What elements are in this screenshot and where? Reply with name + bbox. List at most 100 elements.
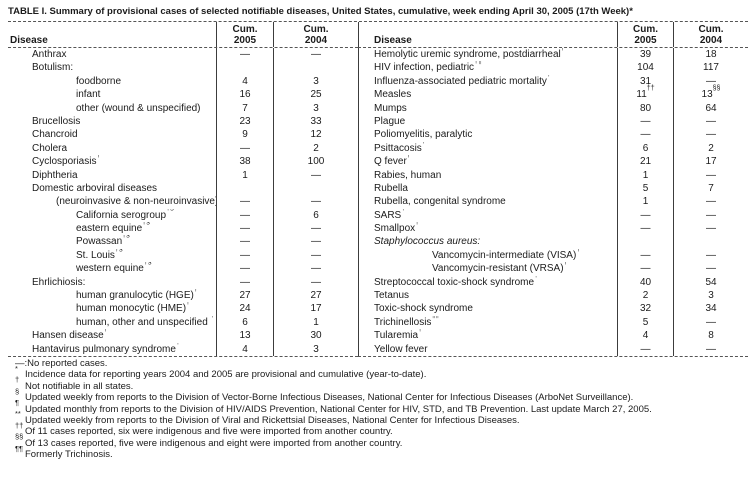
cum-2005-cell: 6 (617, 141, 673, 156)
cum-2004-cell: — (273, 195, 358, 209)
table-row: SARS†** — — (358, 208, 748, 223)
table-row: California serogroup†§ —6 (8, 208, 358, 223)
footnote-text: Of 11 cases reported, six were indigenou… (25, 426, 393, 438)
table-header-right: Disease Cum. 2005 Cum. 2004 (358, 22, 748, 48)
cum-2005-cell: 21 (617, 155, 673, 169)
table-row: Domestic arboviral diseases (8, 181, 358, 196)
cum-2005-cell: 38 (216, 155, 273, 169)
cum-2004-cell: — (273, 222, 358, 236)
cum-2004-cell: 17 (273, 302, 358, 316)
disease-cell: Measles (358, 88, 617, 102)
cum-2005-cell: 40 (617, 275, 673, 290)
cum-2005-cell: 24 (216, 302, 273, 316)
disease-cell: Cholera (32, 142, 68, 154)
cum-2005-cell: — (617, 262, 673, 276)
table-row: Streptococcal toxic-shock syndrome† 40 54 (358, 275, 748, 290)
table-row: Brucellosis 23 33 (8, 114, 358, 129)
cum-2005-cell: 23 (216, 114, 273, 129)
footnote: —: No reported cases. (8, 358, 752, 369)
table-row: Trichinellosis¶¶ 5— (358, 315, 748, 330)
cum-2005-cell: 31 (617, 74, 673, 89)
cum-2004-cell: — (273, 262, 358, 276)
disease-cell: Plague (358, 114, 617, 129)
table-row: Measles 11†† 13§§ (358, 85, 748, 102)
cum-2005-cell: 1 (216, 168, 273, 182)
disease-cell: Streptococcal toxic-shock syndrome† (358, 275, 617, 290)
table-row: Vancomycin-intermediate (VISA)† — — (358, 248, 748, 263)
disease-cell: Vancomycin-intermediate (VISA)† (358, 248, 617, 263)
cum-2004-cell: 17 (673, 155, 748, 169)
cum-2004-cell: 3 (273, 101, 358, 115)
table-row: Vancomycin-resistant (VRSA)† — — (358, 262, 748, 276)
table-row: Hemolytic uremic syndrome, postdiarrheal… (358, 48, 748, 62)
cum-2005-cell: 104 (617, 61, 673, 75)
disease-cell: Diphtheria (32, 169, 78, 181)
footnote: §§ Of 13 cases reported, five were indige… (8, 433, 752, 449)
cum-2005-cell: 4 (216, 74, 273, 89)
cum-2005-cell: — (617, 114, 673, 129)
cum-2005-cell: 11†† (617, 85, 673, 102)
footnote: †† Of 11 cases reported, six were indigen… (8, 422, 752, 438)
notifiable-diseases-table: Disease Cum. 2005 Cum. 2004 Anthrax — — Bot… (8, 21, 748, 357)
disease-cell: Brucellosis (32, 115, 81, 127)
disease-cell: Smallpox† (358, 222, 617, 236)
cum-2005-cell (617, 235, 673, 249)
table-row: Tetanus 2 3 (358, 289, 748, 303)
disease-header-label: Disease (374, 35, 412, 46)
cum-2005-cell: 16 (216, 88, 273, 102)
footnote-text: Incidence data for reporting years 2004 … (25, 369, 427, 381)
footnote-text: Not notifiable in all states. (25, 380, 134, 392)
cum-2004-cell: 6 (273, 208, 358, 223)
cum-2004-cell: 18 (673, 48, 748, 62)
cum-2004-cell: 25 (273, 88, 358, 102)
cum-2004-cell: 33 (273, 114, 358, 129)
cum-2005-cell: 27 (216, 289, 273, 303)
disease-cell: Ehrlichiosis: (32, 276, 86, 288)
cum-2005-cell: — (617, 222, 673, 236)
cum-2004-cell: 2 (273, 141, 358, 156)
cum-2005-cell: — (617, 128, 673, 142)
footnote: ¶ Updated monthly from reports to the Div… (8, 399, 752, 415)
cum-2005-cell: — (216, 222, 273, 236)
cum-2005-cell: 39 (617, 48, 673, 62)
table-right-half: Disease Cum. 2005 Cum. 2004 Hemolytic ur… (358, 22, 748, 357)
table-left-half: Disease Cum. 2005 Cum. 2004 Anthrax — — Bot… (8, 22, 358, 357)
table-row: Smallpox† — — (358, 222, 748, 236)
cum-2004-cell: 30 (273, 329, 358, 343)
cum-2004-cell: — (273, 248, 358, 263)
cum-2004-cell: — (673, 74, 748, 89)
cum-label: Cum. (303, 24, 329, 35)
table-row: other (wound & unspecified) 7 3 (8, 101, 358, 115)
cum-2004-cell: 34 (673, 302, 748, 316)
cum-2004-column-header: Cum. 2004 (673, 22, 748, 47)
table-row: human granulocytic (HGE)† 27 27 (8, 289, 358, 303)
cum-2004-cell: — (673, 315, 748, 330)
cum-2005-cell: 2 (617, 289, 673, 303)
table-row: Plague — — (358, 114, 748, 129)
disease-cell: human granulocytic (HGE)† (76, 289, 198, 302)
table-row: Botulism: (8, 61, 358, 75)
cum-2005-column-header: Cum. 2005 (617, 22, 673, 47)
disease-cell: human monocytic (HME)† (76, 302, 190, 315)
footnotes: —: No reported cases. * Incidence data for … (8, 358, 752, 461)
cum-2005-cell: — (216, 208, 273, 223)
table-row: (neuroinvasive & non-neuroinvasive): — — (8, 195, 358, 209)
disease-cell: infant (76, 89, 101, 101)
disease-cell: Hansen disease† (32, 329, 108, 342)
disease-cell: Chancroid (32, 129, 78, 141)
cum-2004-cell (273, 181, 358, 196)
table-row: Psittacosis† 6 2 (358, 141, 748, 156)
footnote-symbol: † (15, 375, 20, 385)
cum-2005-cell (216, 181, 273, 196)
disease-cell: Toxic-shock syndrome (358, 302, 617, 316)
table-row: Anthrax — — (8, 48, 358, 62)
year-2005-label: 2005 (634, 35, 657, 46)
cum-2004-cell: — (673, 195, 748, 209)
cum-2005-cell: 7 (216, 101, 273, 115)
cum-2005-cell: 6 (216, 315, 273, 330)
cum-2005-cell: 1 (617, 168, 673, 182)
table-row: Rabies, human 1— (358, 168, 748, 182)
table-row: Diphtheria 1— (8, 168, 358, 182)
cum-2004-cell: 100 (273, 155, 358, 169)
